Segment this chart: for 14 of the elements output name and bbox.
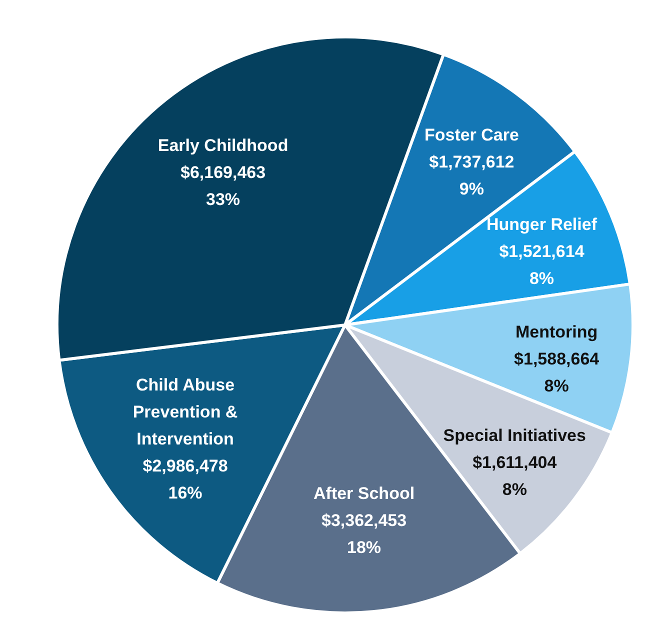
slice-label: Special Initiatives <box>443 425 586 444</box>
slice-label: After School <box>314 483 415 502</box>
data-label: $3,362,453 18% <box>321 510 407 556</box>
slice-label: Child Abuse Prevention & Intervention <box>132 374 238 448</box>
data-label: $6,169,463 33% <box>180 162 266 208</box>
data-label: $1,737,612 9% <box>429 152 514 198</box>
data-label: $1,521,614 8% <box>499 242 585 288</box>
data-label: $1,611,404 8% <box>472 452 558 498</box>
data-label: $2,986,478 16% <box>142 456 228 502</box>
slice-label: Hunger Relief <box>486 214 598 234</box>
slice-label: Early Childhood <box>158 135 288 154</box>
slice-label: Foster Care <box>424 125 519 144</box>
slice-label: Mentoring <box>516 322 598 342</box>
data-label: $1,588,664 8% <box>514 349 600 396</box>
